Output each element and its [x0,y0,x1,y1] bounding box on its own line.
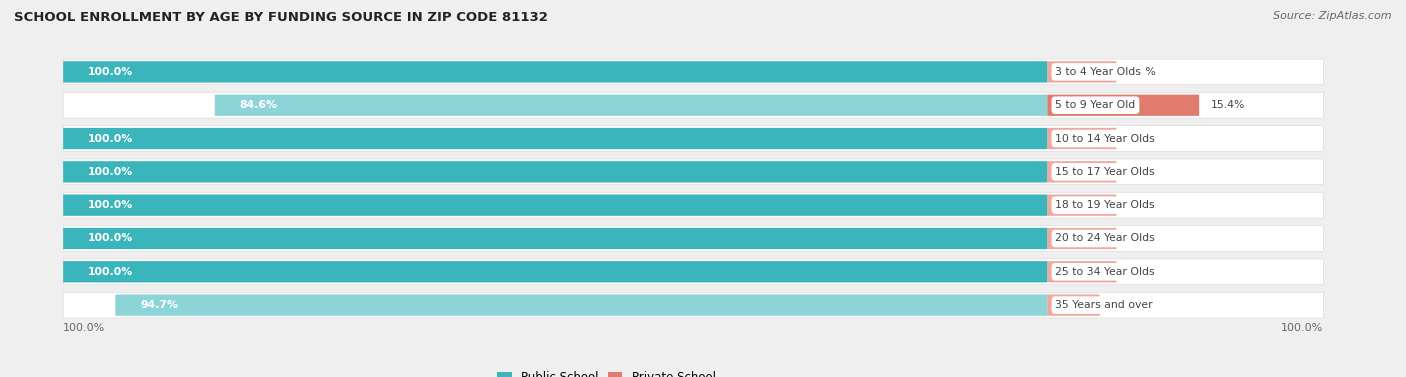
Text: SCHOOL ENROLLMENT BY AGE BY FUNDING SOURCE IN ZIP CODE 81132: SCHOOL ENROLLMENT BY AGE BY FUNDING SOUR… [14,11,548,24]
FancyBboxPatch shape [63,61,1047,83]
FancyBboxPatch shape [115,294,1047,316]
Text: 100.0%: 100.0% [87,233,134,244]
FancyBboxPatch shape [63,226,1323,251]
Text: 84.6%: 84.6% [239,100,277,110]
FancyBboxPatch shape [1047,195,1116,216]
FancyBboxPatch shape [1047,61,1116,83]
FancyBboxPatch shape [1047,228,1116,249]
Text: 100.0%: 100.0% [63,323,105,333]
Text: 100.0%: 100.0% [87,267,134,277]
Text: 3 to 4 Year Olds: 3 to 4 Year Olds [1056,67,1142,77]
Text: 100.0%: 100.0% [87,167,134,177]
FancyBboxPatch shape [1047,261,1116,282]
Text: 0.0%: 0.0% [1128,233,1156,244]
FancyBboxPatch shape [63,195,1047,216]
FancyBboxPatch shape [63,259,1323,285]
FancyBboxPatch shape [1047,294,1099,316]
Text: 35 Years and over: 35 Years and over [1056,300,1153,310]
FancyBboxPatch shape [215,95,1047,116]
FancyBboxPatch shape [63,128,1047,149]
Text: 100.0%: 100.0% [87,133,134,144]
Text: 94.7%: 94.7% [141,300,179,310]
Text: 20 to 24 Year Olds: 20 to 24 Year Olds [1056,233,1156,244]
Text: 0.0%: 0.0% [1128,167,1156,177]
Text: 0.0%: 0.0% [1128,200,1156,210]
Legend: Public School, Private School: Public School, Private School [492,366,720,377]
FancyBboxPatch shape [63,126,1323,151]
Text: 5 to 9 Year Old: 5 to 9 Year Old [1056,100,1136,110]
FancyBboxPatch shape [63,261,1047,282]
FancyBboxPatch shape [63,292,1323,318]
Text: 0.0%: 0.0% [1128,67,1156,77]
Text: 0.0%: 0.0% [1128,267,1156,277]
Text: 15.4%: 15.4% [1211,100,1246,110]
Text: 100.0%: 100.0% [87,67,134,77]
FancyBboxPatch shape [63,228,1047,249]
FancyBboxPatch shape [63,59,1323,85]
FancyBboxPatch shape [1047,161,1116,182]
Text: 15 to 17 Year Olds: 15 to 17 Year Olds [1056,167,1154,177]
FancyBboxPatch shape [63,159,1323,185]
Text: 18 to 19 Year Olds: 18 to 19 Year Olds [1056,200,1154,210]
Text: 10 to 14 Year Olds: 10 to 14 Year Olds [1056,133,1156,144]
Text: 5.3%: 5.3% [1111,300,1139,310]
FancyBboxPatch shape [63,192,1323,218]
Text: 25 to 34 Year Olds: 25 to 34 Year Olds [1056,267,1154,277]
Text: 0.0%: 0.0% [1128,133,1156,144]
Text: Source: ZipAtlas.com: Source: ZipAtlas.com [1274,11,1392,21]
FancyBboxPatch shape [1047,95,1199,116]
Text: 100.0%: 100.0% [1281,323,1323,333]
Text: 100.0%: 100.0% [87,200,134,210]
FancyBboxPatch shape [1047,128,1116,149]
FancyBboxPatch shape [63,92,1323,118]
FancyBboxPatch shape [63,161,1047,182]
